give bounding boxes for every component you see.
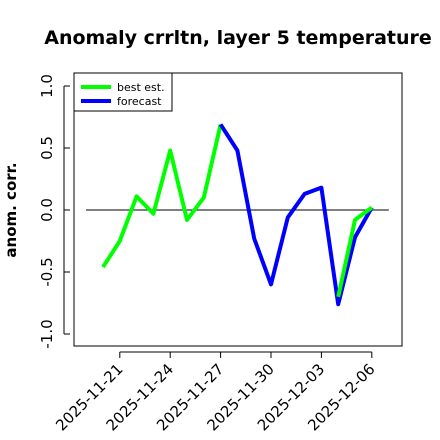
series-line-overlay bbox=[336, 205, 373, 298]
legend: best est. forecast bbox=[73, 72, 173, 112]
series-layer bbox=[101, 123, 374, 307]
plot-frame bbox=[73, 72, 403, 347]
chart-title: Anomaly crrltn, layer 5 temperature bbox=[44, 27, 432, 49]
y-tick-label: 0.5 bbox=[38, 136, 56, 160]
series-line-best-est- bbox=[101, 123, 223, 269]
y-tick-label: 1.0 bbox=[38, 74, 56, 98]
legend-box bbox=[73, 72, 173, 112]
y-tick-label: -1.0 bbox=[38, 319, 56, 348]
x-axis: 2025-11-212025-11-242025-11-272025-11-30… bbox=[52, 351, 379, 434]
y-axis: -1.0 -0.5 0.0 0.5 1.0 bbox=[38, 74, 70, 349]
y-tick-label: 0.0 bbox=[38, 198, 56, 222]
y-tick-label: -0.5 bbox=[38, 257, 56, 286]
legend-label-best-est: best est. bbox=[117, 81, 165, 94]
series-line-forecast bbox=[218, 123, 374, 307]
legend-label-forecast: forecast bbox=[117, 95, 162, 108]
y-axis-label: anom. corr. bbox=[2, 162, 20, 257]
